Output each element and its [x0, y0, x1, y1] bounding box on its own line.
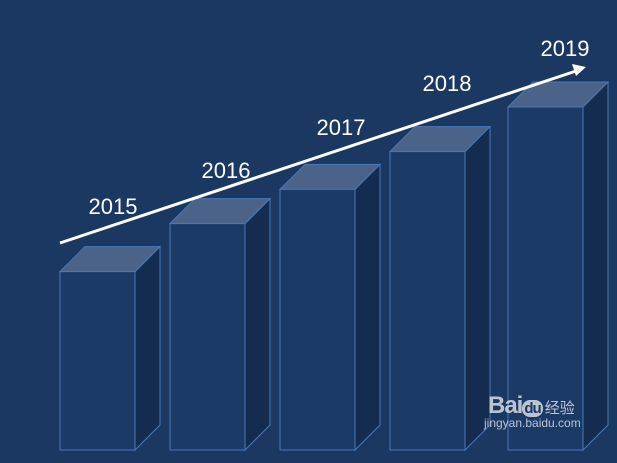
- bar-side-face: [464, 125, 491, 452]
- watermark: Bai du 经验 jingyan.baidu.com: [484, 392, 581, 430]
- watermark-url: jingyan.baidu.com: [484, 416, 581, 430]
- bar-front-face: [279, 188, 356, 451]
- category-label: 2019: [541, 36, 590, 61]
- bar-2018: [388, 125, 492, 452]
- bar-2015: [58, 245, 162, 452]
- watermark-brand: Bai: [488, 392, 523, 419]
- bar-front-face: [507, 106, 584, 451]
- category-label: 2016: [202, 158, 251, 183]
- watermark-cn: 经验: [544, 399, 575, 417]
- trend-arrow-line: [59, 69, 577, 245]
- category-label: 2017: [317, 115, 366, 140]
- bar-side-face: [582, 80, 609, 452]
- watermark-brand-paw: du: [522, 400, 543, 417]
- bar-2017: [278, 163, 382, 452]
- bar-2016: [168, 197, 272, 452]
- bar-side-face: [134, 245, 161, 452]
- bar-front-face: [59, 271, 136, 451]
- bar-front-face: [389, 151, 466, 451]
- category-label: 2015: [89, 194, 138, 219]
- trend-arrow-head: [572, 64, 586, 76]
- bar-front-face: [169, 223, 246, 451]
- bar-side-face: [354, 163, 381, 452]
- bar-side-face: [244, 197, 271, 452]
- category-label: 2018: [423, 71, 472, 96]
- bar-2019: [506, 80, 610, 452]
